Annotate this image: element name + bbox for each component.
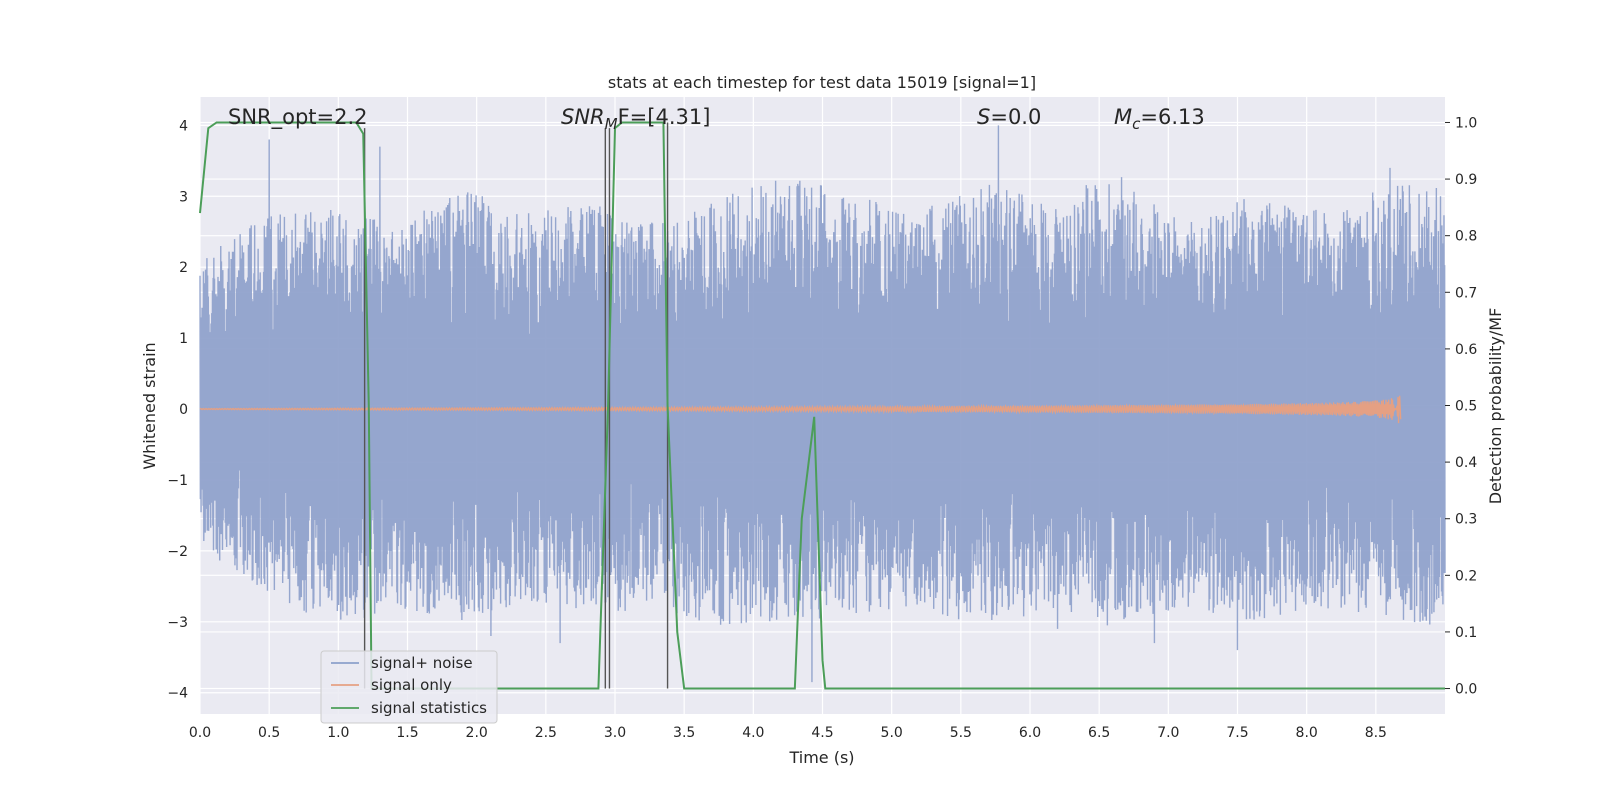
x-tick-label: 5.5 [950,725,972,741]
y2-tick-label: 0.2 [1455,568,1477,584]
y2-tick-label: 0.7 [1455,285,1477,301]
series-signal-only [199,395,1402,424]
x-axis-label: Time (s) [788,748,854,767]
y-tick-label: 2 [179,260,188,276]
annotation-mc: Mc=6.13 [1114,105,1205,133]
y2-tick-label: 0.4 [1455,455,1477,471]
x-tick-label: 0.0 [189,725,211,741]
y-tick-label: −4 [167,686,188,702]
y-tick-label: 3 [179,189,188,205]
y2-tick-label: 1.0 [1455,115,1477,131]
tick-labels: 0.0 0.5 1.0 1.5 2.0 2.5 3.0 3.5 4.0 4.5 5.0 5.5 6.0 6… [167,115,1477,741]
annotation-snr-opt: SNR_opt=2.2 [228,105,368,130]
signal-only-line [199,395,1402,424]
legend-label-signal-statistics: signal statistics [371,699,487,717]
y-tick-label: −1 [167,473,188,489]
y-tick-label: −3 [167,615,188,631]
y2-axis-label: Detection probability/MF [1486,308,1505,505]
y-tick-label: 1 [179,331,188,347]
x-tick-label: 2.0 [466,725,488,741]
signal-statistics-line [199,121,1445,690]
y-tick-label: 4 [179,118,188,134]
x-tick-label: 4.5 [811,725,833,741]
series-signal-noise [199,125,1446,683]
y2-tick-label: 0.5 [1455,399,1477,415]
y-tick-label: 0 [179,402,188,418]
x-tick-label: 1.5 [396,725,418,741]
x-tick-label: 8.5 [1365,725,1387,741]
x-tick-label: 7.0 [1157,725,1179,741]
x-tick-label: 4.0 [742,725,764,741]
y2-tick-label: 0.8 [1455,229,1477,245]
signal-noise-line [199,125,1446,683]
y2-tick-label: 0.1 [1455,625,1477,641]
y-axis-label: Whitened strain [140,342,159,469]
y2-tick-label: 0.3 [1455,512,1477,528]
legend-label-signal-only: signal only [371,676,452,694]
annotation-s: S=0.0 [977,105,1041,129]
y-tick-label: −2 [167,544,188,560]
x-tick-label: 6.5 [1088,725,1110,741]
legend-label-signal-noise: signal+ noise [371,654,473,672]
x-tick-label: 1.0 [327,725,349,741]
x-tick-label: 5.0 [881,725,903,741]
y2-tick-label: 0.0 [1455,682,1477,698]
y2-tick-label: 0.9 [1455,172,1477,188]
series-signal-statistics [199,121,1445,690]
y2-tick-label: 0.6 [1455,342,1477,358]
chart-title: stats at each timestep for test data 150… [608,73,1036,92]
legend-box [320,650,498,724]
annotation-snr-mf: SNRMF=[4.31] [561,105,710,133]
legend: signal+ noise signal only signal statist… [320,650,498,724]
x-tick-label: 7.5 [1226,725,1248,741]
x-tick-label: 6.0 [1019,725,1041,741]
x-tick-label: 8.0 [1296,725,1318,741]
x-tick-label: 0.5 [258,725,280,741]
x-tick-label: 2.5 [535,725,557,741]
x-tick-label: 3.0 [604,725,626,741]
x-tick-label: 3.5 [673,725,695,741]
